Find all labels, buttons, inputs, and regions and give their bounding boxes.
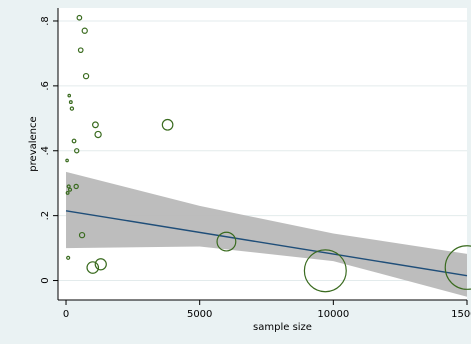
data-point-11 <box>76 14 83 21</box>
data-point-7 <box>69 106 75 111</box>
data-point-0 <box>65 158 69 163</box>
y-tick-label-4: .8 <box>40 16 51 26</box>
data-point-15 <box>82 72 90 80</box>
x-tick-label-1: 5000 <box>187 309 212 320</box>
confidence-band <box>66 171 468 297</box>
y-tick-label-3: .6 <box>40 81 51 91</box>
x-tick-label-0: 0 <box>63 309 69 320</box>
y-tick-label-0: 0 <box>40 277 51 283</box>
data-point-1 <box>65 190 70 195</box>
data-point-23 <box>444 245 471 290</box>
data-point-21 <box>216 231 237 252</box>
x-tick-label-2: 10000 <box>317 309 349 320</box>
data-point-2 <box>66 255 71 260</box>
data-point-5 <box>67 187 73 192</box>
data-point-10 <box>74 148 80 154</box>
data-point-17 <box>91 121 99 129</box>
data-point-14 <box>81 27 88 34</box>
data-point-9 <box>73 183 79 190</box>
data-point-12 <box>77 47 84 54</box>
x-axis-title: sample size <box>253 322 312 333</box>
data-point-3 <box>66 184 71 189</box>
data-point-13 <box>78 231 86 239</box>
data-point-4 <box>67 93 72 98</box>
fit-line <box>65 210 468 277</box>
data-point-6 <box>68 100 73 105</box>
y-tick-label-2: .4 <box>40 146 51 156</box>
data-point-20 <box>161 118 174 131</box>
y-tick-label-1: .2 <box>40 211 51 221</box>
data-point-18 <box>94 130 102 139</box>
y-axis-title: prevalence <box>28 116 39 171</box>
data-point-16 <box>86 261 100 274</box>
data-point-19 <box>94 258 107 271</box>
x-tick-label-3: 15000 <box>451 309 471 320</box>
data-point-8 <box>71 138 77 144</box>
data-point-22 <box>303 249 347 293</box>
